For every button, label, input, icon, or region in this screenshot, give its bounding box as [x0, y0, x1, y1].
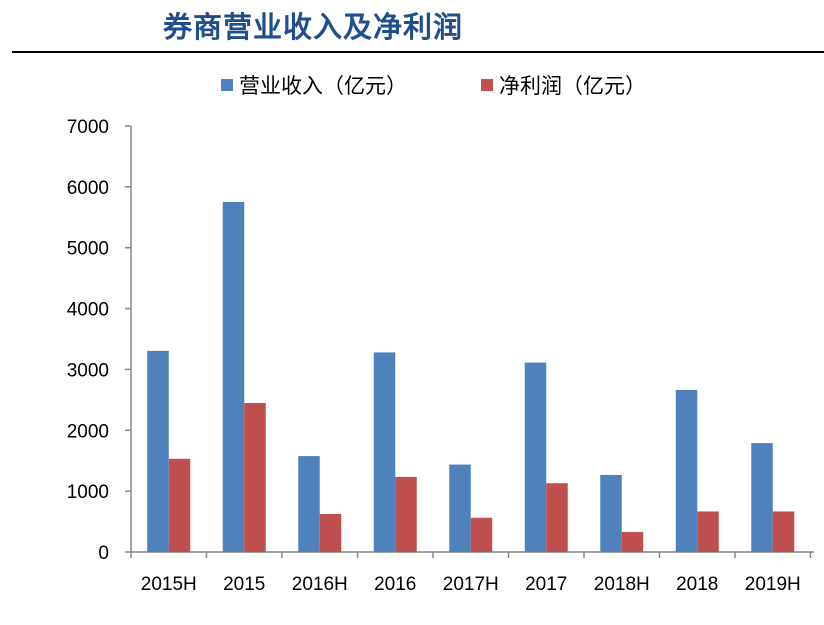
- y-tick-label: 2000: [67, 421, 109, 442]
- x-axis: 2015H 2015 2016H 2016 2017H 2017 2018H 2018 2019…: [130, 551, 814, 595]
- revenue-bar-2015H: [147, 350, 169, 552]
- x-tick-label: 2018H: [594, 574, 650, 595]
- y-tick-label: 3000: [67, 360, 109, 381]
- revenue-bar-2018: [675, 389, 698, 552]
- profit-bar-2018: [697, 511, 719, 552]
- y-tick-label: 5000: [67, 239, 109, 260]
- legend-label-1: 净利润（亿元）: [499, 74, 646, 98]
- x-tick-label: 2015: [223, 574, 265, 595]
- y-tick-label: 1000: [67, 482, 109, 503]
- x-tick-label: 2017: [525, 574, 567, 595]
- legend-swatch-1: [481, 79, 493, 91]
- y-tick-label: 7000: [67, 117, 109, 138]
- profit-bar-2018H: [621, 531, 644, 552]
- revenue-bar-2017: [524, 362, 547, 552]
- y-axis: 0 1000 2000 3000 4000 5000 6000 7000: [67, 117, 132, 564]
- revenue-bar-2016: [373, 352, 396, 552]
- x-tick-label: 2015H: [141, 574, 197, 595]
- x-tick-label: 2016H: [292, 574, 348, 595]
- bars: [147, 201, 795, 552]
- chart-title: 券商营业收入及净利润: [163, 10, 464, 44]
- profit-bar-2017: [546, 483, 568, 552]
- x-tick-label: 2019H: [745, 574, 801, 595]
- profit-bar-2019H: [772, 511, 795, 552]
- x-tick-label: 2016: [374, 574, 416, 595]
- title-underline: [12, 51, 824, 53]
- legend-label-0: 营业收入（亿元）: [239, 74, 407, 98]
- profit-bar-2017H: [470, 517, 493, 552]
- profit-bar-2016H: [319, 513, 342, 552]
- x-tick-label: 2017H: [443, 574, 499, 595]
- y-tick-label: 0: [98, 543, 109, 564]
- y-tick-label: 4000: [67, 300, 109, 321]
- revenue-bar-2018H: [600, 474, 622, 552]
- legend-swatch-0: [221, 79, 233, 91]
- revenue-bar-2017H: [449, 464, 471, 552]
- revenue-bar-2015: [222, 201, 245, 552]
- profit-bar-2016: [395, 476, 417, 552]
- profit-bar-2015: [244, 403, 266, 552]
- x-tick-label: 2018: [676, 574, 718, 595]
- y-tick-label: 6000: [67, 178, 109, 199]
- revenue-bar-2016H: [298, 456, 320, 552]
- revenue-bar-2019H: [751, 443, 773, 552]
- profit-bar-2015H: [168, 458, 191, 552]
- legend: 营业收入（亿元） 净利润（亿元）: [221, 74, 646, 98]
